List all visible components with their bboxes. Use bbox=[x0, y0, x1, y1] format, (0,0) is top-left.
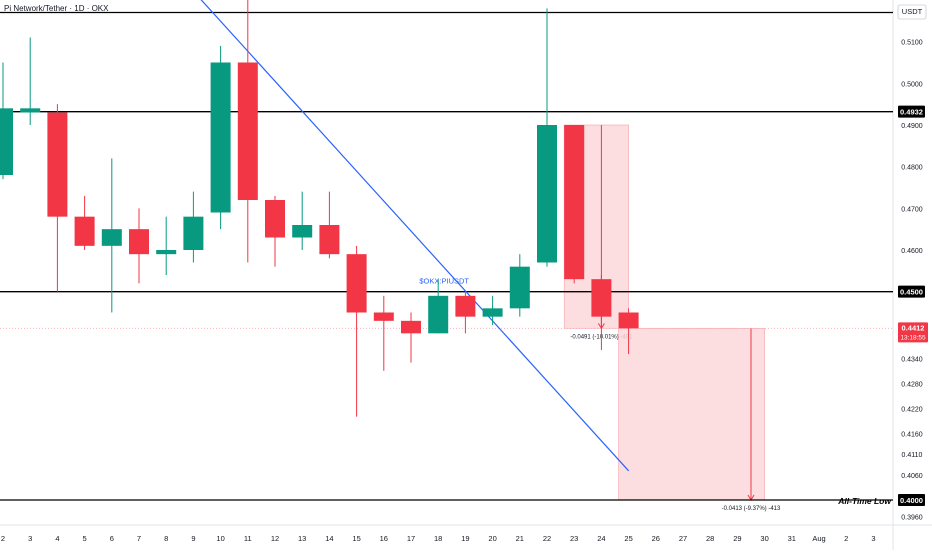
time-tick: 19 bbox=[461, 534, 469, 543]
symbol-title[interactable]: Pi Network/Tether · 1D · OKX bbox=[4, 4, 109, 13]
time-tick: 31 bbox=[788, 534, 796, 543]
price-unit-label: USDT bbox=[902, 7, 923, 16]
candle-body bbox=[537, 125, 557, 263]
time-tick: 15 bbox=[352, 534, 360, 543]
candle-body bbox=[210, 62, 231, 213]
candle-body bbox=[0, 108, 13, 175]
time-tick: 5 bbox=[83, 534, 87, 543]
measure-zone bbox=[618, 328, 765, 501]
candle-body bbox=[74, 216, 95, 246]
time-tick: 23 bbox=[570, 534, 578, 543]
candle-body bbox=[455, 295, 476, 317]
price-tick: 0.4110 bbox=[902, 452, 923, 459]
price-tick: 0.4800 bbox=[901, 165, 923, 172]
time-tick: 7 bbox=[137, 534, 141, 543]
price-tick: 0.4340 bbox=[901, 356, 923, 363]
time-tick: 24 bbox=[597, 534, 605, 543]
candle-body bbox=[509, 266, 530, 309]
candle-body bbox=[237, 62, 258, 200]
price-tick: 0.4220 bbox=[901, 406, 923, 413]
time-tick: 2 bbox=[1, 534, 5, 543]
price-tick: 0.4060 bbox=[901, 473, 923, 480]
candle-body bbox=[564, 125, 585, 280]
price-tick: 0.4900 bbox=[901, 123, 923, 130]
candle-body bbox=[591, 279, 612, 317]
time-tick: 9 bbox=[191, 534, 195, 543]
time-tick: 26 bbox=[652, 534, 660, 543]
trendline-label: $OKX:PIUSDT bbox=[419, 276, 469, 285]
level-tag bbox=[898, 494, 925, 506]
time-tick: 25 bbox=[624, 534, 632, 543]
time-tick: 11 bbox=[244, 534, 252, 543]
candle-body bbox=[373, 312, 394, 321]
time-tick: 16 bbox=[380, 534, 388, 543]
time-tick: Aug bbox=[812, 534, 825, 543]
level-tag-text: 0.4500 bbox=[900, 288, 923, 297]
level-tag bbox=[898, 285, 925, 298]
price-tick: 0.5100 bbox=[901, 40, 923, 47]
time-tick: 13 bbox=[298, 534, 306, 543]
time-tick: 12 bbox=[271, 534, 279, 543]
candle-body bbox=[319, 225, 340, 255]
level-tag bbox=[898, 105, 925, 118]
time-tick: 21 bbox=[516, 534, 524, 543]
time-tick: 22 bbox=[543, 534, 551, 543]
price-tick: 0.4160 bbox=[901, 431, 923, 438]
measure-label: -0.0413 (-9.37%) -413 bbox=[722, 506, 781, 512]
time-tick: 10 bbox=[216, 534, 224, 543]
candle-body bbox=[618, 312, 639, 329]
time-tick: 20 bbox=[488, 534, 496, 543]
price-tick: 0.4600 bbox=[901, 248, 923, 255]
time-tick: 4 bbox=[55, 534, 59, 543]
time-tick: 2 bbox=[844, 534, 848, 543]
time-tick: 27 bbox=[679, 534, 687, 543]
candle-body bbox=[265, 200, 285, 238]
time-tick: 3 bbox=[871, 534, 875, 543]
time-tick: 30 bbox=[760, 534, 768, 543]
candle-body bbox=[20, 108, 41, 113]
trendline bbox=[200, 0, 630, 472]
level-tag-text: 0.4000 bbox=[900, 496, 923, 505]
price-tick: 0.3960 bbox=[901, 515, 923, 522]
level-annotation: All-Time Low bbox=[837, 496, 892, 506]
price-axis bbox=[893, 0, 932, 550]
time-tick: 3 bbox=[28, 534, 32, 543]
countdown-text: 13:18:55 bbox=[900, 334, 926, 341]
candle-body bbox=[156, 250, 177, 255]
price-unit-box bbox=[897, 4, 927, 20]
price-tick: 0.5000 bbox=[901, 81, 923, 88]
candle-body bbox=[292, 225, 313, 238]
time-tick: 28 bbox=[706, 534, 714, 543]
candle-body bbox=[346, 254, 367, 313]
level-tag-text: 0.4932 bbox=[900, 108, 923, 117]
candle-body bbox=[129, 229, 149, 255]
current-price-text: 0.4412 bbox=[902, 323, 925, 332]
candle-body bbox=[401, 320, 421, 334]
candle-body bbox=[47, 112, 68, 217]
time-tick: 6 bbox=[110, 534, 114, 543]
time-tick: 8 bbox=[164, 534, 168, 543]
time-tick: 18 bbox=[434, 534, 442, 543]
current-price-tag bbox=[898, 322, 928, 343]
price-tick: 0.4700 bbox=[901, 206, 923, 213]
time-tick: 29 bbox=[733, 534, 741, 543]
candle-body bbox=[183, 216, 204, 250]
time-tick: 17 bbox=[407, 534, 415, 543]
candle-body bbox=[428, 295, 449, 334]
candle-body bbox=[101, 229, 122, 246]
price-tick: 0.4280 bbox=[901, 381, 923, 388]
candle-body bbox=[482, 308, 503, 317]
time-tick: 14 bbox=[325, 534, 333, 543]
